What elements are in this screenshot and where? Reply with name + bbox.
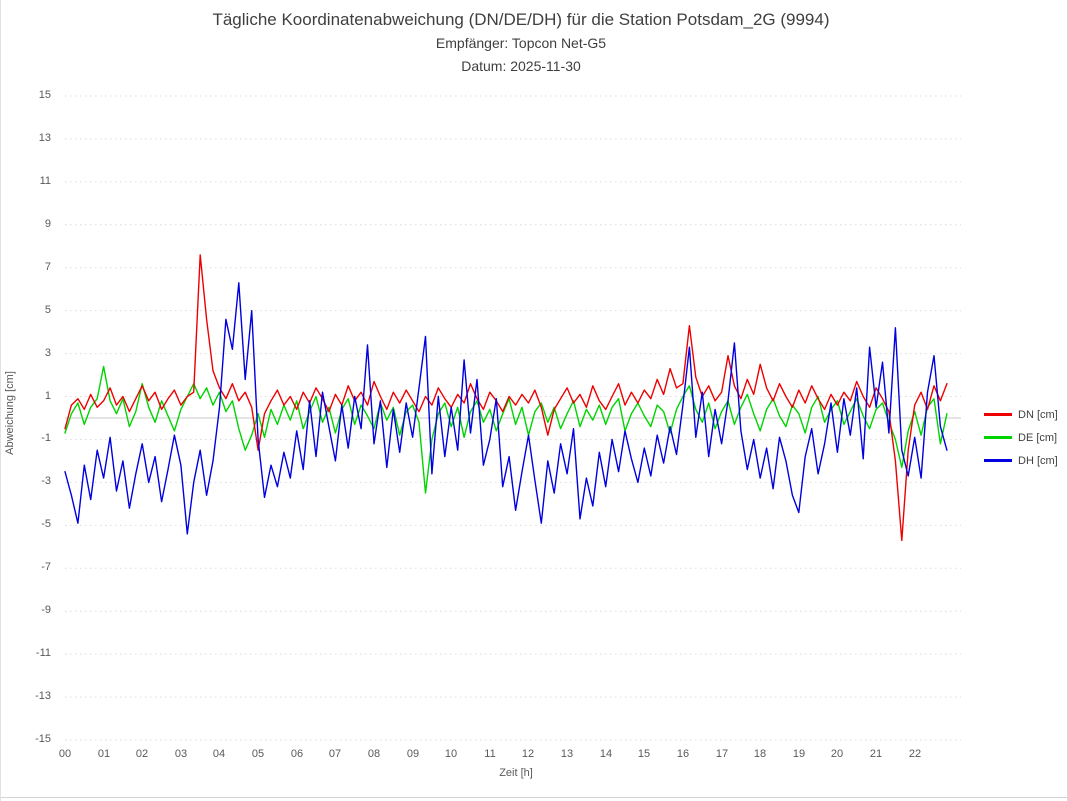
legend-label-dn: DN [cm] xyxy=(1018,408,1058,421)
x-tick-label: 15 xyxy=(637,748,651,760)
chart-title: Tägliche Koordinatenabweichung (DN/DE/DH… xyxy=(212,10,830,29)
x-tick-label: 11 xyxy=(484,748,496,760)
y-tick-label: -1 xyxy=(41,432,51,444)
x-tick-label: 21 xyxy=(869,748,883,760)
x-tick-label: 02 xyxy=(135,748,149,760)
x-tick-label: 07 xyxy=(328,748,342,760)
x-tick-label: 10 xyxy=(444,748,458,760)
x-tick-label: 13 xyxy=(560,748,574,760)
x-tick-label: 14 xyxy=(599,748,613,760)
y-tick-label: 9 xyxy=(44,218,51,230)
x-tick-label: 09 xyxy=(406,748,420,760)
y-tick-label: -3 xyxy=(41,475,51,487)
legend-entry-dn: DN [cm] xyxy=(984,403,1058,426)
series-line-dh xyxy=(64,282,948,535)
series-line-dn xyxy=(64,254,948,542)
y-tick-label: 7 xyxy=(44,261,51,273)
y-tick-label: 13 xyxy=(38,132,51,144)
y-tick-label: 15 xyxy=(38,89,51,101)
x-tick-label: 17 xyxy=(715,748,729,760)
legend-label-dh: DH [cm] xyxy=(1018,454,1058,467)
y-tick-label: -11 xyxy=(35,647,51,659)
chart-header: Tägliche Koordinatenabweichung (DN/DE/DH… xyxy=(1,8,1041,78)
dh-line-swatch-icon xyxy=(984,459,1012,462)
x-tick-label: 18 xyxy=(753,748,767,760)
x-tick-label: 03 xyxy=(174,748,188,760)
y-tick-label: 3 xyxy=(44,347,51,359)
dn-line-swatch-icon xyxy=(984,413,1012,416)
y-tick-label: 11 xyxy=(39,175,51,187)
x-tick-label: 01 xyxy=(97,748,111,760)
y-tick-label: -13 xyxy=(35,690,51,702)
legend-label-de: DE [cm] xyxy=(1018,431,1058,444)
x-axis-title: Zeit [h] xyxy=(499,767,533,779)
x-tick-label: 20 xyxy=(830,748,844,760)
y-tick-label: 5 xyxy=(44,304,51,316)
y-tick-label: 1 xyxy=(44,390,51,402)
y-axis-title: Abweichung [cm] xyxy=(4,371,16,455)
y-tick-label: -9 xyxy=(41,604,51,616)
x-tick-label: 19 xyxy=(792,748,806,760)
window-bottom-border xyxy=(1,797,1067,798)
y-tick-label: -15 xyxy=(35,733,51,745)
x-tick-label: 06 xyxy=(290,748,304,760)
legend-entry-de: DE [cm] xyxy=(984,426,1058,449)
x-tick-label: 12 xyxy=(521,748,535,760)
chart-subtitle-date: Datum: 2025-11-30 xyxy=(461,58,581,74)
x-tick-label: 05 xyxy=(251,748,265,760)
x-tick-label: 22 xyxy=(908,748,922,760)
x-tick-label: 04 xyxy=(212,748,226,760)
x-tick-label: 00 xyxy=(58,748,72,760)
x-tick-label: 16 xyxy=(676,748,690,760)
legend-entry-dh: DH [cm] xyxy=(984,449,1058,472)
series-line-de xyxy=(64,365,948,494)
de-line-swatch-icon xyxy=(984,436,1012,439)
chart-legend: DN [cm] DE [cm] DH [cm] xyxy=(984,403,1058,472)
y-tick-label: -7 xyxy=(41,561,51,573)
y-tick-label: -5 xyxy=(41,518,51,530)
chart-subtitle-receiver: Empfänger: Topcon Net-G5 xyxy=(435,35,607,51)
x-tick-label: 08 xyxy=(367,748,381,760)
